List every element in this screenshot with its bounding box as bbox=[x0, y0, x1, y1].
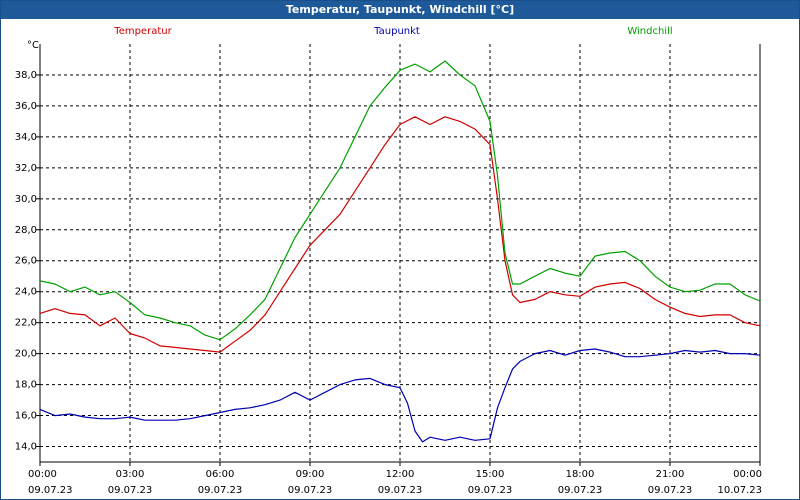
window-title: Temperatur, Taupunkt, Windchill [°C] bbox=[1, 1, 799, 19]
y-tick-label: 36,0 bbox=[15, 101, 37, 112]
x-tick-time: 12:00 bbox=[386, 469, 415, 480]
x-tick-time: 00:00 bbox=[28, 469, 57, 480]
y-tick-label: 32,0 bbox=[15, 163, 37, 174]
x-axis-ticks: 00:00 09.07.23 03:00 09.07.23 06:00 09.07.23 0… bbox=[28, 462, 762, 496]
x-tick-date: 09.07.23 bbox=[288, 485, 333, 496]
x-tick-date: 10.07.23 bbox=[717, 485, 762, 496]
x-tick-time: 00:00 bbox=[733, 469, 762, 480]
x-tick-date: 09.07.23 bbox=[378, 485, 423, 496]
legend-temperatur: Temperatur bbox=[113, 26, 172, 37]
x-tick-date: 09.07.23 bbox=[108, 485, 153, 496]
y-axis-ticks: 14,0 16,0 18,0 20,0 22,0 24,0 26,0 28,0 30,0 32,0… bbox=[15, 70, 40, 453]
x-tick-time: 03:00 bbox=[116, 469, 145, 480]
y-tick-label: 20,0 bbox=[15, 349, 37, 360]
y-tick-label: 28,0 bbox=[15, 225, 37, 236]
y-tick-label: 30,0 bbox=[15, 194, 37, 205]
series-line-taupunkt bbox=[39, 348, 761, 443]
y-tick-label: 18,0 bbox=[15, 380, 37, 391]
x-tick-date: 09.07.23 bbox=[198, 485, 243, 496]
y-tick-label: 26,0 bbox=[15, 256, 37, 267]
x-tick-time: 09:00 bbox=[296, 469, 325, 480]
series-line-windchill bbox=[39, 60, 761, 341]
series-lines bbox=[39, 60, 761, 443]
x-tick-time: 06:00 bbox=[206, 469, 235, 480]
y-tick-label: 22,0 bbox=[15, 318, 37, 329]
y-tick-label: 16,0 bbox=[15, 411, 37, 422]
legend-taupunkt: Taupunkt bbox=[373, 26, 420, 37]
x-tick-date: 09.07.23 bbox=[468, 485, 513, 496]
x-tick-date: 09.07.23 bbox=[648, 485, 693, 496]
x-tick-time: 15:00 bbox=[476, 469, 505, 480]
x-tick-date: 09.07.23 bbox=[558, 485, 603, 496]
legend-windchill: Windchill bbox=[627, 26, 672, 37]
x-tick-time: 21:00 bbox=[656, 469, 685, 480]
x-tick-time: 18:00 bbox=[566, 469, 595, 480]
y-axis-label: °C bbox=[27, 40, 39, 51]
y-tick-label: 24,0 bbox=[15, 287, 37, 298]
x-tick-date: 09.07.23 bbox=[28, 485, 73, 496]
series-line-temperatur bbox=[39, 116, 761, 353]
y-tick-label: 34,0 bbox=[15, 132, 37, 143]
y-tick-label: 14,0 bbox=[15, 442, 37, 453]
grid bbox=[40, 44, 760, 462]
y-tick-label: 38,0 bbox=[15, 70, 37, 81]
